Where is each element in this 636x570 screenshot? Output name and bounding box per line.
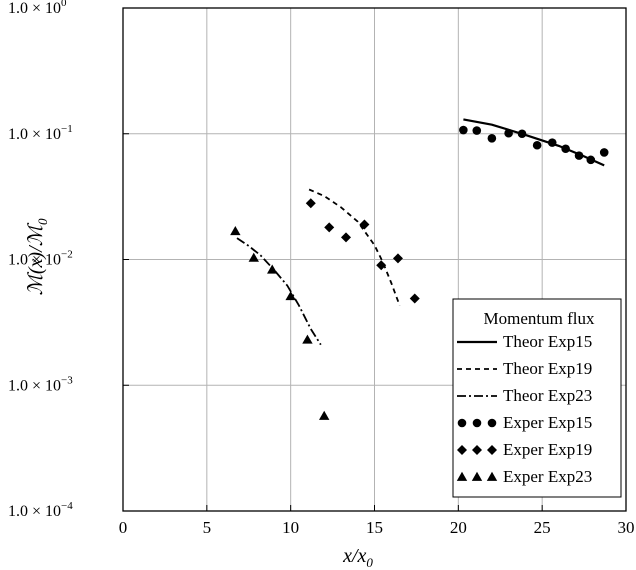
x-tick-label: 0 bbox=[119, 518, 128, 537]
x-tick-label: 5 bbox=[203, 518, 212, 537]
legend-swatch-diamond bbox=[487, 445, 497, 455]
data-point-triangle bbox=[267, 264, 278, 274]
legend-swatch-triangle bbox=[471, 471, 483, 481]
data-point-circle bbox=[504, 128, 513, 138]
data-point-circle bbox=[574, 151, 584, 160]
data-point-circle bbox=[586, 155, 596, 165]
legend-item: Exper Exp19 bbox=[457, 440, 592, 459]
legend-label: Theor Exp19 bbox=[503, 359, 592, 378]
data-point-circle bbox=[599, 148, 609, 157]
series-line bbox=[308, 188, 401, 306]
data-point-diamond bbox=[305, 198, 316, 209]
legend-box bbox=[452, 298, 622, 498]
legend-label: Theor Exp15 bbox=[503, 332, 592, 351]
legend-label: Exper Exp19 bbox=[503, 440, 592, 459]
legend-label: Theor Exp23 bbox=[503, 386, 592, 405]
data-point-circle bbox=[561, 144, 570, 154]
y-tick-label: 1.0 × 10−1 bbox=[8, 123, 73, 143]
data-point-triangle bbox=[319, 410, 330, 420]
series-exper-exp19 bbox=[305, 198, 420, 304]
series-line bbox=[236, 237, 322, 346]
legend: Momentum flux Theor Exp15 Theor Exp19 Theo… bbox=[452, 298, 622, 498]
data-point-triangle bbox=[230, 225, 241, 236]
legend-swatch-triangle bbox=[456, 471, 468, 481]
legend-item: Exper Exp15 bbox=[457, 413, 592, 432]
series-theor-exp19 bbox=[308, 188, 401, 306]
y-axis-label: ℳ(x)/ℳ0 bbox=[25, 218, 50, 296]
data-point-circle bbox=[459, 125, 468, 135]
y-tick-label: 1.0 × 10−3 bbox=[8, 374, 73, 394]
legend-swatch-diamond bbox=[457, 445, 467, 455]
series-line bbox=[463, 118, 605, 167]
x-axis-ticks: 0 5 10 15 20 25 30 bbox=[119, 505, 635, 537]
series-exper-exp23 bbox=[230, 225, 330, 420]
data-point-diamond bbox=[376, 260, 387, 271]
data-point-circle bbox=[472, 126, 482, 135]
legend-label: Exper Exp23 bbox=[503, 467, 592, 486]
series-theor-exp15 bbox=[463, 118, 605, 167]
legend-swatch-triangle bbox=[486, 471, 498, 481]
data-point-triangle bbox=[285, 291, 296, 301]
data-point-circle bbox=[532, 140, 542, 150]
x-tick-label: 25 bbox=[534, 518, 551, 537]
x-tick-label: 20 bbox=[450, 518, 467, 537]
data-point-diamond bbox=[359, 219, 370, 230]
y-tick-label: 1.0 × 100 bbox=[8, 0, 67, 17]
legend-item: Theor Exp19 bbox=[457, 359, 592, 378]
series-theor-exp23 bbox=[236, 237, 322, 346]
series-layer bbox=[230, 118, 609, 420]
grid bbox=[123, 8, 626, 511]
data-point-triangle bbox=[302, 334, 313, 344]
data-point-triangle bbox=[248, 252, 259, 262]
x-tick-label: 15 bbox=[366, 518, 383, 537]
data-point-diamond bbox=[324, 222, 335, 233]
legend-swatch-circle bbox=[487, 418, 497, 428]
legend-item: Theor Exp23 bbox=[457, 386, 592, 405]
x-axis-label: x/x0 bbox=[342, 545, 373, 570]
legend-label: Exper Exp15 bbox=[503, 413, 592, 432]
data-point-circle bbox=[517, 129, 527, 139]
x-tick-label: 30 bbox=[618, 518, 635, 537]
data-point-diamond bbox=[409, 293, 420, 304]
data-point-circle bbox=[547, 138, 557, 147]
series-exper-exp15 bbox=[459, 125, 609, 165]
legend-swatch-circle bbox=[472, 418, 482, 428]
data-point-diamond bbox=[392, 253, 403, 264]
legend-swatch-diamond bbox=[472, 445, 482, 455]
x-tick-label: 10 bbox=[282, 518, 299, 537]
data-point-circle bbox=[487, 134, 497, 143]
y-tick-label: 1.0 × 10−4 bbox=[8, 500, 73, 520]
y-tick-label: 1.0 × 10−2 bbox=[8, 249, 73, 269]
data-point-diamond bbox=[340, 232, 351, 243]
legend-item: Theor Exp15 bbox=[457, 332, 592, 351]
legend-swatch-circle bbox=[457, 418, 467, 428]
legend-item: Exper Exp23 bbox=[456, 467, 592, 486]
y-axis-ticks: 1.0 × 10−4 1.0 × 10−3 1.0 × 10−2 1.0 × 10−1… bbox=[8, 0, 129, 520]
legend-title: Momentum flux bbox=[484, 309, 595, 328]
